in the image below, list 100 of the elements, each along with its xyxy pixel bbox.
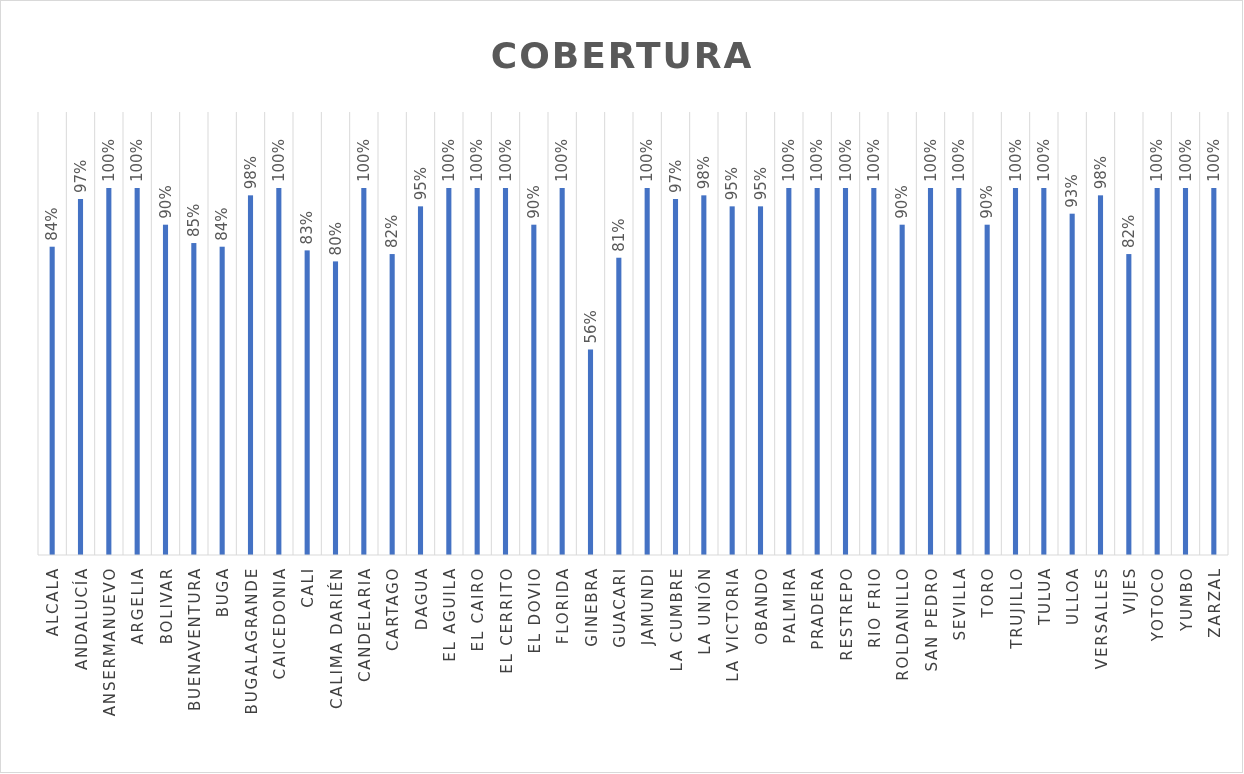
bar — [389, 254, 395, 555]
bar — [304, 250, 310, 555]
data-label: 100% — [553, 139, 572, 182]
bar — [1154, 188, 1160, 555]
x-tick-label: ALCALA — [44, 567, 63, 637]
data-label: 95% — [723, 167, 742, 201]
x-tick-label: RIO FRIO — [865, 567, 884, 649]
x-tick-label: GINEBRA — [582, 567, 601, 647]
x-tick-label: ZARZAL — [1205, 567, 1224, 638]
x-tick-label: BUGA — [214, 567, 233, 618]
bar — [587, 349, 594, 555]
bar — [871, 188, 877, 555]
x-tick-label: CALIMA DARIÉN — [326, 567, 346, 709]
bar — [1097, 195, 1104, 555]
data-label: 100% — [269, 139, 288, 182]
data-label: 95% — [751, 167, 770, 201]
x-tick-label: PALMIRA — [780, 567, 799, 644]
bar — [984, 224, 990, 555]
data-label: 97% — [71, 159, 90, 194]
data-label: 100% — [864, 139, 883, 182]
data-label: 90% — [978, 185, 997, 219]
data-label: 90% — [524, 185, 543, 219]
bar — [927, 188, 934, 555]
bar — [842, 188, 849, 555]
data-label: 100% — [1176, 139, 1195, 182]
x-tick-label: BUGALAGRANDE — [242, 567, 261, 715]
bar — [219, 246, 225, 555]
x-tick-label: EL AGUILA — [440, 567, 459, 662]
bar — [474, 188, 480, 555]
data-label: 100% — [128, 139, 147, 182]
data-label: 84% — [213, 207, 232, 241]
data-label: 100% — [468, 139, 487, 182]
data-label: 98% — [1091, 156, 1110, 190]
bar — [162, 224, 169, 555]
x-tick-label: TULUA — [1035, 567, 1054, 626]
x-tick-label: OBANDO — [752, 567, 771, 645]
data-label: 100% — [1148, 139, 1167, 182]
data-label: 81% — [609, 218, 628, 252]
bar — [1182, 188, 1189, 555]
data-label: 100% — [949, 139, 968, 182]
x-tick-label: FLORIDA — [554, 567, 573, 645]
x-tick-label: ARGELIA — [129, 567, 148, 645]
x-tick-label: ANDALUCÍA — [71, 567, 91, 670]
x-tick-label: TORO — [979, 567, 998, 619]
data-label: 83% — [298, 211, 317, 245]
x-tick-label: CARTAGO — [384, 567, 403, 652]
data-label: 100% — [354, 139, 373, 182]
data-label: 84% — [43, 207, 62, 241]
bar — [701, 195, 707, 555]
data-label: 97% — [666, 159, 685, 194]
x-tick-label: LA UNIÓN — [694, 567, 714, 655]
bar — [1126, 254, 1132, 555]
x-tick-label: GUACARI — [610, 567, 629, 648]
x-tick-label: EL CERRITO — [497, 567, 516, 674]
x-tick-label: BUENAVENTURA — [185, 567, 204, 712]
bar — [757, 206, 764, 555]
data-label: 90% — [893, 185, 912, 219]
data-label: 100% — [1034, 139, 1053, 182]
x-tick-label: VERSALLES — [1092, 567, 1111, 670]
bar — [106, 188, 112, 555]
x-tick-label: JAMUNDI — [639, 567, 658, 647]
data-label: 85% — [184, 203, 203, 238]
bar — [616, 257, 622, 555]
bar — [956, 188, 962, 555]
bar — [49, 246, 55, 555]
x-tick-label: RESTREPO — [837, 567, 856, 661]
bar — [247, 195, 254, 555]
x-tick-label: YUMBO — [1177, 567, 1196, 632]
data-label: 98% — [241, 156, 260, 190]
bar — [672, 199, 679, 555]
data-label: 100% — [808, 139, 827, 182]
data-label: 90% — [156, 185, 175, 219]
data-label: 100% — [638, 139, 657, 182]
x-tick-label: BOLIVAR — [157, 567, 176, 645]
bar — [1069, 213, 1075, 555]
x-tick-label: ROLDANILLO — [894, 567, 913, 681]
bar — [1041, 188, 1047, 555]
data-label: 82% — [383, 214, 402, 249]
bar — [814, 188, 820, 555]
bar — [446, 188, 452, 555]
bar — [729, 206, 735, 555]
data-label: 80% — [326, 222, 345, 256]
x-tick-label: LA VICTORIA — [724, 567, 743, 682]
data-label: 82% — [1119, 214, 1138, 249]
x-tick-label: EL CAIRO — [469, 567, 488, 652]
x-tick-label: CALI — [299, 567, 318, 608]
data-label: 100% — [496, 139, 515, 182]
data-label: 56% — [581, 310, 600, 344]
x-tick-label: CANDELARIA — [355, 567, 374, 683]
data-label: 100% — [779, 139, 798, 182]
x-tick-label: TRUJILLO — [1007, 567, 1026, 650]
data-label: 100% — [99, 139, 118, 182]
bar — [531, 224, 537, 555]
x-tick-label: PRADERA — [809, 567, 828, 650]
data-label: 95% — [411, 167, 430, 201]
x-tick-label: EL DOVIO — [525, 567, 544, 654]
data-label: 100% — [836, 139, 855, 182]
bar — [417, 206, 424, 555]
bar — [786, 188, 792, 555]
x-tick-label: DAGUA — [412, 567, 431, 631]
